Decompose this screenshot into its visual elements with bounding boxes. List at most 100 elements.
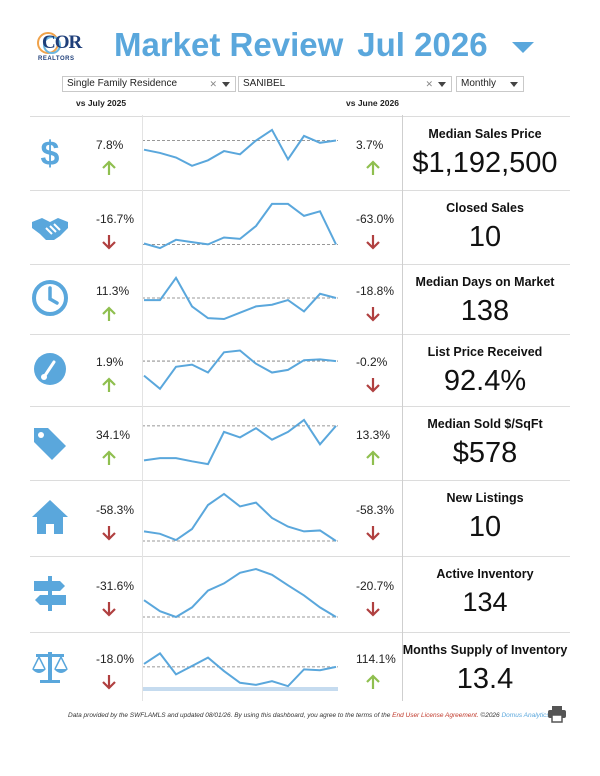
footer-copyright: ©2026: [478, 712, 502, 719]
handshake-icon: [30, 206, 70, 251]
clear-icon[interactable]: ✕: [209, 79, 217, 89]
metric-label: Closed Sales: [446, 201, 524, 215]
sparkline-chart: [142, 492, 338, 542]
house-icon: [30, 497, 70, 542]
sparkline-chart: [142, 349, 338, 391]
sparkline-series: [143, 349, 337, 391]
license-link[interactable]: End User License Agreement.: [392, 712, 479, 719]
footer-text: Data provided by the SWFLAMLS and update…: [68, 712, 393, 719]
metric-row[interactable]: 1.9% -0.2% List Price Received 92.4%: [30, 334, 570, 406]
chevron-down-icon[interactable]: [438, 82, 446, 87]
sparkline-chart: [142, 128, 338, 167]
arrow-down-icon: [366, 601, 380, 622]
metric-value: $578: [452, 437, 518, 469]
arrow-up-icon: [102, 160, 116, 181]
arrow-up-icon: [366, 450, 380, 471]
metric-row[interactable]: 34.1% 13.3% Median Sold $/SqFt $578: [30, 406, 570, 480]
yoy-change: 11.3%: [96, 284, 130, 298]
metric-value: 138: [460, 295, 510, 327]
mom-change: 3.7%: [356, 138, 384, 152]
arrow-down-icon: [366, 377, 380, 398]
signpost-icon: [30, 573, 70, 618]
metric-label: Months Supply of Inventory: [402, 643, 568, 657]
clear-icon[interactable]: ✕: [425, 79, 433, 89]
arrow-up-icon: [102, 306, 116, 327]
metric-value: 10: [468, 221, 502, 253]
yoy-change: -18.0%: [96, 652, 135, 666]
arrow-down-icon: [102, 674, 116, 695]
metric-label: Median Sales Price: [428, 127, 542, 141]
metric-label: Median Days on Market: [415, 275, 555, 289]
mom-change: -63.0%: [356, 212, 395, 226]
mom-change: -18.8%: [356, 284, 395, 298]
metric-row[interactable]: 11.3% -18.8% Median Days on Market 138: [30, 264, 570, 334]
metric-value: 10: [468, 511, 502, 543]
panel-divider: [402, 115, 403, 701]
print-icon[interactable]: [547, 705, 567, 728]
dollar-icon: $: [30, 132, 70, 177]
metric-value: 92.4%: [443, 365, 527, 397]
sparkline-series: [143, 418, 337, 466]
metric-row[interactable]: $7.8% 3.7% Median Sales Price $1,192,500: [30, 116, 570, 190]
arrow-down-icon: [366, 306, 380, 327]
metric-value: $1,192,500: [412, 147, 558, 179]
tag-icon: [30, 422, 70, 467]
yoy-change: 7.8%: [96, 138, 124, 152]
sparkline-chart: [142, 652, 338, 691]
sparkline-chart: [142, 202, 338, 250]
clock-icon: [30, 278, 70, 323]
location-value: SANIBEL: [243, 78, 286, 89]
metric-label: Active Inventory: [436, 567, 534, 581]
baseline-band: [142, 687, 338, 691]
metric-label: New Listings: [446, 491, 524, 505]
arrow-down-icon: [102, 525, 116, 546]
logo-text: COR: [42, 32, 82, 53]
logo-subtext: REALTORS: [38, 56, 75, 62]
chevron-down-icon[interactable]: [510, 82, 518, 87]
frequency-value: Monthly: [461, 78, 497, 89]
brand-link[interactable]: Domus Analytics®: [501, 712, 555, 719]
location-select[interactable]: SANIBEL ✕: [238, 76, 452, 92]
arrow-up-icon: [366, 674, 380, 695]
mom-change: 13.3%: [356, 428, 391, 442]
yoy-change: -58.3%: [96, 503, 135, 517]
arrow-down-icon: [102, 234, 116, 255]
chart-divider: [142, 115, 143, 701]
sparkline-series: [143, 492, 337, 542]
metric-value: 13.4: [456, 663, 514, 695]
frequency-select[interactable]: Monthly: [456, 76, 524, 92]
yoy-change: 34.1%: [96, 428, 131, 442]
arrow-up-icon: [366, 160, 380, 181]
yoy-change: -16.7%: [96, 212, 135, 226]
sparkline-series: [144, 275, 337, 321]
arrow-up-icon: [102, 450, 116, 471]
scale-icon: [30, 646, 70, 691]
sparkline-series: [143, 202, 337, 250]
period-menu-caret[interactable]: [512, 42, 534, 53]
arrow-down-icon: [366, 525, 380, 546]
metric-label: Median Sold $/SqFt: [427, 417, 543, 431]
chevron-down-icon[interactable]: [222, 82, 230, 87]
title-text: Market Review: [114, 26, 344, 63]
cor-logo: COR REALTORS: [34, 30, 90, 74]
metric-row[interactable]: -58.3% -58.3% New Listings 10: [30, 480, 570, 556]
mom-change: -20.7%: [356, 579, 395, 593]
vs-month-heading: vs June 2026: [346, 98, 399, 108]
property-type-select[interactable]: Single Family Residence ✕: [62, 76, 236, 92]
yoy-change: 1.9%: [96, 355, 124, 369]
mom-change: 114.1%: [356, 652, 396, 666]
metric-row[interactable]: -18.0% 114.1% Months Supply of Inventory 13…: [30, 632, 570, 702]
title-period[interactable]: Jul 2026: [357, 26, 488, 63]
metric-row[interactable]: -31.6% -20.7% Active Inventory 134: [30, 556, 570, 632]
sparkline-chart: [142, 418, 338, 466]
sparkline-series: [143, 652, 337, 688]
arrow-down-icon: [366, 234, 380, 255]
footer-disclaimer: Data provided by the SWFLAMLS and update…: [68, 712, 554, 719]
mom-change: -58.3%: [356, 503, 395, 517]
arrow-down-icon: [102, 601, 116, 622]
yoy-change: -31.6%: [96, 579, 135, 593]
gauge-icon: [30, 349, 70, 394]
property-type-value: Single Family Residence: [67, 78, 178, 89]
metric-row[interactable]: -16.7% -63.0% Closed Sales 10: [30, 190, 570, 264]
svg-text:$: $: [41, 135, 60, 172]
